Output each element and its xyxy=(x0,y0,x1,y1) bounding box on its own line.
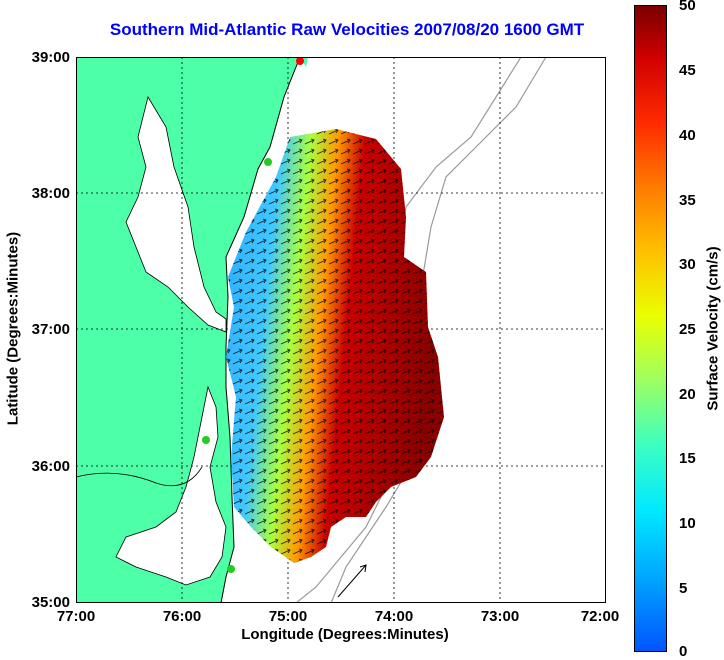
y-tick-label: 37:00 xyxy=(31,321,70,338)
y-tick-label: 35:00 xyxy=(31,594,70,611)
colorbar-tick-label: 0 xyxy=(679,643,688,660)
station-marker xyxy=(264,158,272,166)
colorbar-tick-label: 5 xyxy=(679,580,688,597)
colorbar-tick-label: 50 xyxy=(679,0,696,14)
y-axis-label: Latitude (Degrees:Minutes) xyxy=(4,231,22,426)
x-tick-label: 72:00 xyxy=(580,608,620,625)
chart-title: Southern Mid-Atlantic Raw Velocities 200… xyxy=(109,20,585,39)
x-axis-label: Longitude (Degrees:Minutes) xyxy=(241,626,449,643)
colorbar-tick-label: 20 xyxy=(679,386,696,403)
colorbar-tick-label: 25 xyxy=(679,321,696,338)
colorbar-tick-label: 15 xyxy=(679,450,696,467)
colorbar-tick-label: 40 xyxy=(679,127,696,144)
colorbar-tick-label: 45 xyxy=(679,62,696,79)
y-tick-label: 36:00 xyxy=(31,458,70,475)
x-tick-label: 75:00 xyxy=(268,608,308,625)
bay-water xyxy=(125,95,227,333)
land-mass xyxy=(76,57,300,603)
station-marker xyxy=(296,57,304,65)
colorbar-label: Surface Velocity (cm/s) xyxy=(704,246,722,411)
station-marker xyxy=(227,565,235,573)
coastline xyxy=(220,57,301,603)
reference-arrow xyxy=(337,564,367,598)
x-tick-label: 73:00 xyxy=(480,608,520,625)
velocity-arrows xyxy=(226,129,444,563)
map-canvas xyxy=(76,57,606,603)
colorbar xyxy=(634,5,667,652)
map-plot-area xyxy=(76,57,606,603)
x-tick-label: 74:00 xyxy=(374,608,414,625)
colorbar-tick-label: 35 xyxy=(679,192,696,209)
x-tick-label: 76:00 xyxy=(162,608,202,625)
y-tick-label: 38:00 xyxy=(31,185,70,202)
y-tick-label: 39:00 xyxy=(31,49,70,66)
sound-water xyxy=(115,385,227,586)
colorbar-tick-label: 10 xyxy=(679,515,696,532)
station-marker xyxy=(202,436,210,444)
x-tick-label: 77:00 xyxy=(56,608,96,625)
river xyxy=(76,466,203,487)
colorbar-tick-label: 30 xyxy=(679,256,696,273)
